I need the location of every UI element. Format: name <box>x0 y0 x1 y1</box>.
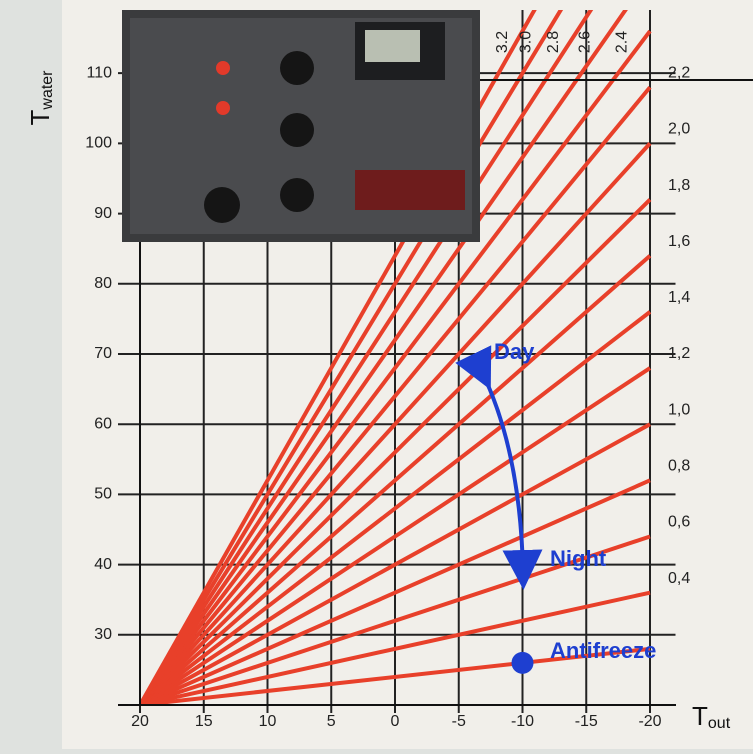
x-tick-label: -15 <box>575 713 598 730</box>
curve-label: 3.2 <box>494 31 511 53</box>
curve-label: 2.8 <box>545 31 562 53</box>
knob <box>280 113 314 147</box>
x-tick-label: -20 <box>638 713 661 730</box>
y-axis-label-main: T <box>25 110 55 126</box>
curve-label: 2,0 <box>668 121 690 138</box>
curve-label: 2.6 <box>577 31 594 53</box>
curve-label: 1,0 <box>668 401 690 418</box>
knob <box>204 187 240 223</box>
annotation: Night <box>550 546 607 571</box>
y-tick-label: 50 <box>94 486 112 503</box>
red-window <box>355 170 465 210</box>
y-tick-label: 80 <box>94 275 112 292</box>
curve-label: 3.0 <box>518 31 535 53</box>
x-tick-label: 0 <box>391 713 400 730</box>
y-tick-label: 90 <box>94 205 112 222</box>
curve-label: 0,4 <box>668 570 690 587</box>
knob-small <box>216 61 230 75</box>
y-tick-label: 60 <box>94 415 112 432</box>
annotation: Day <box>494 339 535 364</box>
curve-label: 0,6 <box>668 514 690 531</box>
x-axis-label-sub: out <box>708 715 731 732</box>
curve-label: 2.4 <box>613 31 630 53</box>
x-tick-label: 15 <box>195 713 213 730</box>
curve-label: 2,2 <box>668 64 690 81</box>
chart: 3040506070809010011020151050-5-10-15-200… <box>0 0 753 749</box>
x-tick-label: -5 <box>452 713 466 730</box>
y-tick-label: 110 <box>86 64 112 81</box>
y-axis-label-sub: water <box>39 70 56 111</box>
x-axis-label-main: T <box>692 701 708 731</box>
curve-label: 1,6 <box>668 233 690 250</box>
display <box>365 30 420 62</box>
y-tick-label: 40 <box>94 556 112 573</box>
x-tick-label: 20 <box>131 713 149 730</box>
controller-photo <box>122 10 480 242</box>
curve-label: 1,4 <box>668 289 690 306</box>
x-tick-label: 5 <box>327 713 336 730</box>
y-tick-label: 30 <box>94 626 112 643</box>
y-tick-label: 70 <box>94 345 112 362</box>
antifreeze-point <box>512 652 534 674</box>
knob <box>280 178 314 212</box>
knob <box>280 51 314 85</box>
annotation: Antifreeze <box>550 638 656 663</box>
curve-label: 0,8 <box>668 458 690 475</box>
x-tick-label: 10 <box>259 713 277 730</box>
knob-small <box>216 101 230 115</box>
curve-label: 1,8 <box>668 177 690 194</box>
x-tick-label: -10 <box>511 713 534 730</box>
curve-label: 1,2 <box>668 345 690 362</box>
y-tick-label: 100 <box>85 135 112 152</box>
